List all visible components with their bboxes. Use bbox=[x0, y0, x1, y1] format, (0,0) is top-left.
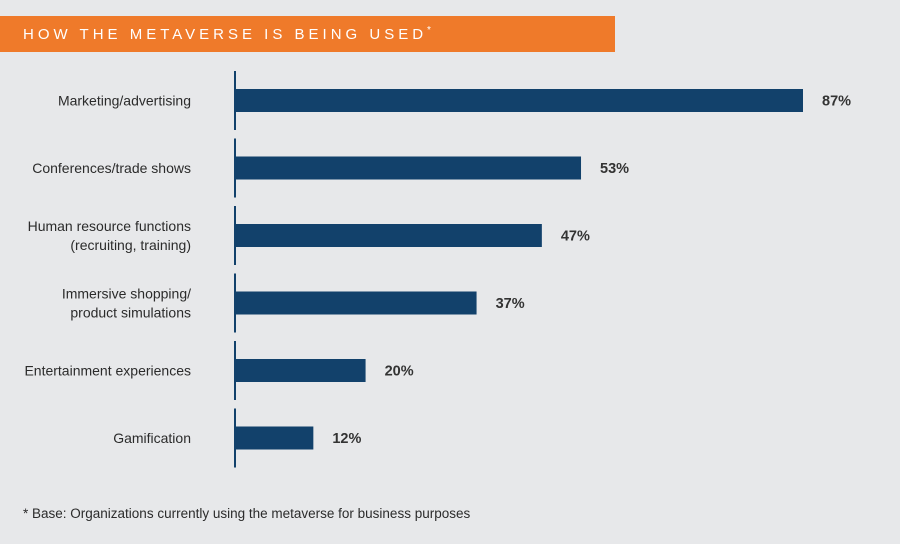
category-label: Gamification bbox=[113, 430, 191, 446]
category-label-line: product simulations bbox=[70, 305, 191, 321]
category-label: Human resource functions (recruiting, tra… bbox=[28, 218, 191, 253]
value-label: 53% bbox=[600, 161, 629, 177]
value-label: 12% bbox=[332, 431, 361, 447]
category-label-line: Gamification bbox=[113, 430, 191, 446]
category-label-line: (recruiting, training) bbox=[70, 237, 191, 253]
bar bbox=[235, 224, 542, 247]
bar bbox=[235, 89, 803, 112]
value-label: 20% bbox=[385, 364, 414, 380]
value-label: 37% bbox=[496, 296, 525, 312]
category-label: Marketing/advertising bbox=[58, 93, 191, 109]
category-label-line: Entertainment experiences bbox=[24, 363, 191, 379]
bar bbox=[235, 291, 477, 315]
bar bbox=[235, 426, 314, 450]
category-label: Conferences/trade shows bbox=[32, 160, 191, 176]
category-label-line: Human resource functions bbox=[28, 218, 191, 234]
chart-title: HOW THE METAVERSE IS BEING USED* bbox=[23, 25, 431, 43]
title-banner: HOW THE METAVERSE IS BEING USED* bbox=[0, 16, 615, 52]
title-footnote-mark: * bbox=[427, 25, 431, 36]
category-label: Entertainment experiences bbox=[24, 363, 191, 379]
category-label-line: Conferences/trade shows bbox=[32, 160, 191, 176]
category-label: Immersive shopping/product simulations bbox=[62, 286, 191, 321]
value-label: 47% bbox=[561, 229, 590, 245]
bar bbox=[235, 359, 366, 382]
category-label-line: Immersive shopping/ bbox=[62, 286, 191, 302]
footnote: * Base: Organizations currently using th… bbox=[23, 506, 471, 521]
category-label-line: Marketing/advertising bbox=[58, 93, 191, 109]
value-label: 87% bbox=[822, 94, 851, 110]
bar bbox=[235, 156, 582, 180]
